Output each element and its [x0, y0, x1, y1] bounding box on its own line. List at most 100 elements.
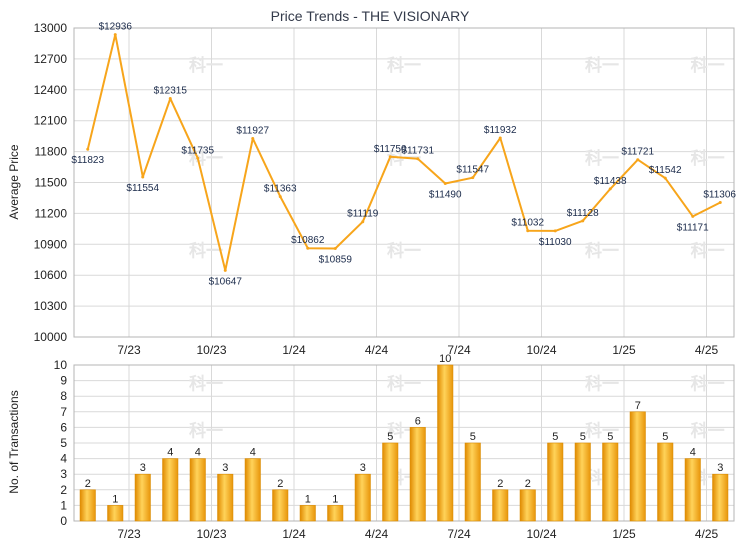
tx-plot-border [73, 364, 735, 522]
price-data-label: $11735 [181, 145, 214, 156]
price-data-point [278, 195, 282, 199]
price-x-tick-label: 4/25 [695, 343, 719, 357]
transactions-bar-label: 2 [277, 478, 283, 490]
price-y-tick-label: 10300 [34, 299, 68, 313]
price-data-point [526, 229, 530, 233]
transactions-bar-label: 1 [112, 493, 118, 505]
tx-y-tick-label: 0 [60, 514, 67, 528]
price-data-label: $11823 [71, 155, 104, 166]
price-watermark: 科一 [189, 240, 223, 261]
price-y-tick-label: 11800 [35, 145, 68, 159]
price-data-label: $11306 [703, 189, 736, 200]
transactions-bar-label: 5 [662, 431, 668, 443]
transactions-bar-label: 5 [552, 431, 558, 443]
tx-y-tick-label: 3 [60, 467, 67, 481]
price-data-label: $11721 [621, 147, 654, 158]
price-watermark: 科一 [189, 148, 223, 169]
transactions-bar [712, 473, 729, 522]
price-y-tick-label: 10600 [34, 268, 68, 282]
tx-watermark: 科一 [585, 374, 619, 395]
transactions-bar [547, 442, 564, 522]
price-data-label: $10647 [209, 276, 243, 287]
transactions-bar [684, 458, 701, 522]
price-data-point [141, 175, 145, 179]
price-data-label: $11932 [484, 125, 517, 136]
price-x-tick-label: 10/23 [196, 343, 226, 357]
tx-watermark: 科一 [691, 374, 725, 395]
price-line-panel: 10000 10300 10600 10900 11200 11500 11800 12100… [34, 21, 737, 357]
price-data-label: $11032 [511, 218, 544, 229]
price-y-tick-label: 12400 [34, 83, 68, 97]
price-data-label: $10859 [319, 255, 353, 266]
transactions-bar [272, 489, 289, 522]
price-data-label: $10862 [291, 235, 325, 246]
transactions-bar [382, 442, 399, 522]
transactions-bar [519, 489, 536, 522]
price-watermark: 科一 [585, 55, 619, 76]
price-data-point [306, 246, 310, 250]
transactions-bar [107, 505, 124, 522]
tx-x-tick-label: 10/24 [526, 527, 556, 541]
price-data-point [223, 268, 227, 272]
transactions-bar [574, 442, 591, 522]
transactions-bar-label: 4 [167, 447, 173, 459]
tx-y-tick-label: 4 [60, 452, 67, 466]
tx-y-tick-label: 5 [60, 436, 67, 450]
transactions-bar-label: 5 [470, 431, 476, 443]
price-data-point [443, 182, 447, 186]
price-data-point [471, 176, 475, 180]
tx-y-tick-label: 8 [60, 389, 67, 403]
transactions-bar-label: 6 [415, 415, 421, 427]
transactions-bar [162, 458, 179, 522]
price-data-point [636, 158, 640, 162]
price-data-label: $11547 [456, 165, 489, 176]
transactions-bar-label: 1 [332, 493, 338, 505]
transactions-bar [492, 489, 509, 522]
transactions-bar-label: 5 [580, 431, 586, 443]
price-data-point [663, 176, 667, 180]
tx-watermark: 科一 [387, 374, 421, 395]
transactions-bar [657, 442, 674, 522]
price-watermark: 科一 [585, 240, 619, 261]
price-data-label: $11363 [264, 184, 297, 195]
tx-x-tick-label: 4/25 [695, 527, 719, 541]
price-data-point [251, 137, 255, 141]
price-data-point [608, 187, 612, 191]
transactions-bar [629, 411, 646, 522]
price-data-point [113, 33, 117, 37]
price-x-tick-label: 10/24 [526, 343, 556, 357]
tx-x-tick-label: 4/24 [365, 527, 389, 541]
price-data-point [168, 97, 172, 101]
tx-x-tick-label: 1/24 [282, 527, 306, 541]
transactions-bar [217, 473, 234, 522]
price-y-tick-label: 11200 [35, 206, 68, 220]
transactions-bar [244, 458, 261, 522]
price-data-label: $11542 [649, 165, 682, 176]
price-y-tick-label: 12700 [34, 52, 68, 66]
price-watermark: 科一 [387, 240, 421, 261]
tx-watermark: 科一 [691, 421, 725, 442]
transactions-bar-label: 10 [439, 353, 451, 365]
chart-title: Price Trends - THE VISIONARY [271, 8, 470, 24]
tx-x-tick-label: 1/25 [612, 527, 636, 541]
tx-watermark: 科一 [189, 374, 223, 395]
tx-y-tick-label: 9 [60, 374, 67, 388]
price-data-point [416, 157, 420, 161]
price-y-tick-label: 10000 [34, 330, 68, 344]
price-data-point [553, 229, 557, 233]
price-y-tick-label: 11500 [35, 176, 68, 190]
price-watermark: 科一 [387, 55, 421, 76]
price-watermark: 科一 [691, 55, 725, 76]
tx-x-tick-label: 7/24 [447, 527, 471, 541]
price-data-label: $12315 [154, 86, 188, 97]
transactions-bar-label: 3 [360, 462, 366, 474]
transactions-bar [327, 505, 344, 522]
price-y-axis-label: Average Price [7, 144, 21, 219]
price-data-label: $11731 [401, 146, 434, 157]
price-data-label: $11171 [677, 222, 709, 233]
transactions-bar [437, 364, 454, 522]
transactions-bar [189, 458, 206, 522]
price-data-label: $11119 [347, 209, 379, 220]
price-y-tick-label: 10900 [34, 237, 68, 251]
